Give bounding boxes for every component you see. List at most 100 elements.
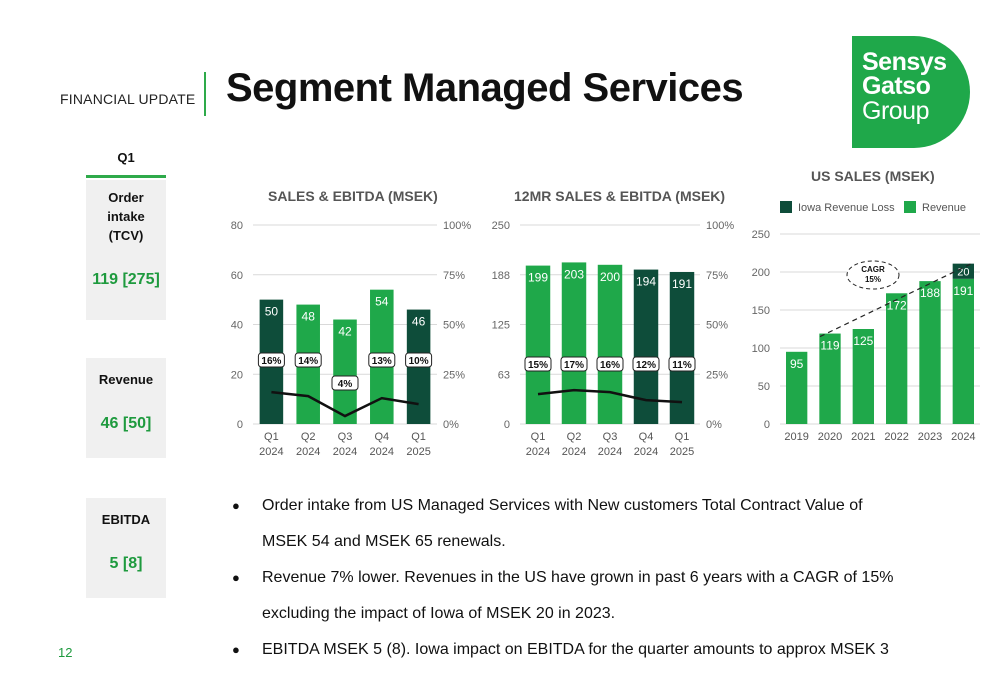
bar-value-label: 42: [338, 325, 352, 339]
bar: [597, 264, 623, 424]
kpi-value: 119 [275]: [92, 271, 160, 288]
bar-value-label: 50: [265, 305, 279, 319]
y2-tick-label: 100%: [443, 220, 471, 232]
y-tick-label: 250: [752, 229, 770, 241]
page-number: 12: [58, 645, 73, 660]
y-tick-label: 188: [492, 270, 510, 282]
pct-label: 12%: [636, 360, 656, 371]
12mr-sales-ebitda-chart: 0 63 125 188 250 0% 25% 50% 75% 100% 199 203 200 194 1…: [492, 220, 735, 458]
pct-label-box: [368, 352, 396, 368]
legend-label: Iowa Revenue Loss: [798, 202, 895, 214]
bar-value-label: 125: [853, 334, 873, 348]
legend-swatch: [904, 201, 916, 213]
pct-label-box: [257, 352, 285, 368]
cagr-bubble: [846, 260, 900, 290]
x-tick-label: Q4: [639, 431, 654, 443]
y-tick-label: 150: [752, 305, 770, 317]
y2-tick-label: 75%: [706, 270, 728, 282]
x-tick-label: Q2: [301, 431, 316, 443]
pct-label: 17%: [564, 360, 584, 371]
cagr-label: CAGR: [861, 265, 885, 274]
bar-value-label: 54: [375, 295, 389, 309]
pct-label: 16%: [261, 356, 281, 367]
pct-label: 16%: [600, 360, 620, 371]
pct-label: 14%: [298, 356, 318, 367]
y2-tick-label: 75%: [443, 270, 465, 282]
chart-title-us-sales: US SALES (MSEK): [811, 168, 935, 184]
bar: [669, 271, 695, 424]
x-tick-label: 2024: [296, 446, 320, 458]
kpi-label: EBITDA: [101, 512, 151, 527]
bar: [819, 333, 841, 424]
y-tick-label: 0: [504, 419, 510, 431]
pct-label-box: [560, 356, 588, 372]
bar-value-label: 188: [920, 286, 940, 300]
bullet-dot: ●: [232, 642, 240, 657]
kpi-label: (TCV): [108, 228, 144, 243]
pct-label: 15%: [528, 360, 548, 371]
bullet-item: ● Order intake from US Managed Services …: [232, 488, 952, 560]
y2-tick-label: 100%: [706, 220, 734, 232]
bullet-text: Order intake from US Managed Services wi…: [262, 497, 863, 550]
pct-label-box: [524, 356, 552, 372]
header-label: FINANCIAL UPDATE: [60, 91, 196, 107]
kpi-label: Order: [108, 190, 144, 205]
x-tick-label: Q3: [338, 431, 353, 443]
pct-label: 4%: [338, 379, 353, 390]
x-tick-label: 2025: [406, 446, 430, 458]
x-tick-label: 2023: [918, 431, 942, 443]
y-tick-label: 250: [492, 220, 510, 232]
y-tick-label: 63: [498, 369, 510, 381]
ebitda-line: [537, 388, 683, 404]
header-divider: [204, 72, 206, 116]
bar-value-label: 95: [790, 357, 804, 371]
x-tick-label: 2019: [784, 431, 808, 443]
bullet-item: ● EBITDA MSEK 5 (8). Iowa impact on EBIT…: [232, 632, 952, 668]
y-tick-label: 80: [231, 220, 243, 232]
bullet-text: Revenue 7% lower. Revenues in the US hav…: [262, 569, 894, 622]
y2-tick-label: 0%: [706, 419, 722, 431]
page-title: Segment Managed Services: [226, 66, 744, 110]
bar-value-label: 46: [412, 315, 426, 329]
bar: [919, 281, 941, 424]
legend-swatch: [780, 201, 792, 213]
x-tick-label: 2024: [562, 446, 586, 458]
bar: [786, 351, 808, 424]
bar-value-label: 194: [636, 275, 656, 289]
y-tick-label: 0: [237, 419, 243, 431]
bar-value-label: 172: [887, 298, 907, 312]
x-tick-label: Q2: [567, 431, 582, 443]
cagr-label: 15%: [865, 275, 881, 284]
y2-tick-label: 0%: [443, 419, 459, 431]
kpi-ebitda: EBITDA 5 [8]: [86, 498, 166, 598]
y2-tick-label: 50%: [443, 320, 465, 332]
x-tick-label: 2024: [333, 446, 357, 458]
logo-line-3: Group: [862, 97, 929, 125]
pct-label-box: [668, 356, 696, 372]
pct-label-box: [632, 356, 660, 372]
legend-label: Revenue: [922, 202, 966, 214]
x-tick-label: Q4: [374, 431, 389, 443]
bar: [561, 262, 587, 424]
x-tick-label: Q1: [411, 431, 426, 443]
kpi-value: 46 [50]: [100, 415, 152, 432]
y-tick-label: 200: [752, 267, 770, 279]
logo-line-1: Sensys: [862, 48, 947, 76]
bullet-item: ● Revenue 7% lower. Revenues in the US h…: [232, 560, 952, 632]
bullet-list: ● Order intake from US Managed Services …: [232, 488, 952, 668]
x-tick-label: Q1: [264, 431, 279, 443]
x-tick-label: 2021: [851, 431, 875, 443]
kpi-revenue: Revenue 46 [50]: [86, 358, 166, 458]
sidebar-divider: [86, 175, 166, 178]
y2-tick-label: 25%: [443, 369, 465, 381]
bar-value-label: 200: [600, 270, 620, 284]
cagr-trend-line: [819, 263, 972, 338]
pct-label-box: [596, 356, 624, 372]
stack-bar: [952, 263, 974, 279]
bar: [333, 319, 357, 424]
x-tick-label: Q3: [603, 431, 618, 443]
y-tick-label: 40: [231, 320, 243, 332]
x-tick-label: 2025: [670, 446, 694, 458]
y-tick-label: 60: [231, 270, 243, 282]
x-tick-label: 2024: [259, 446, 283, 458]
